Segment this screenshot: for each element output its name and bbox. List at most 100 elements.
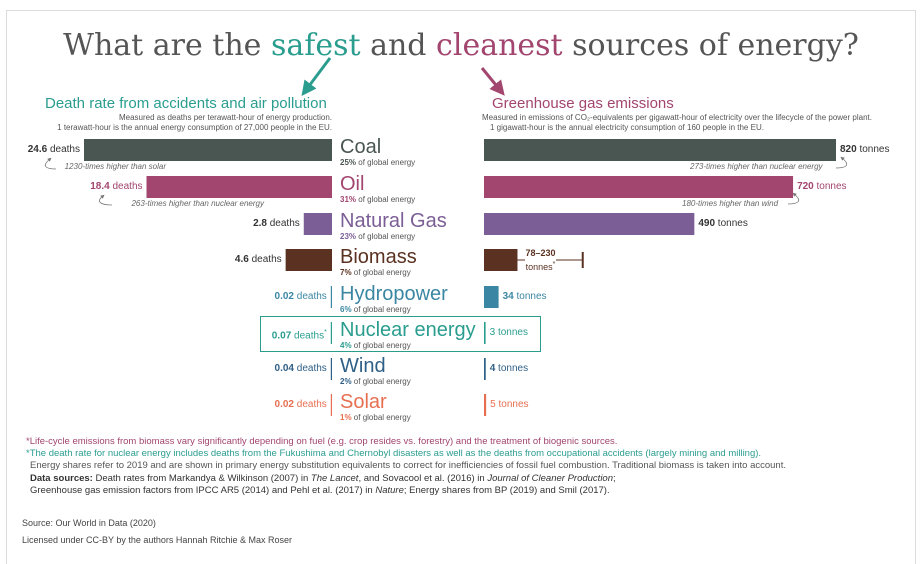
oil-ghg-value: 720 bbox=[797, 181, 814, 192]
biomass-death-value: 4.6 bbox=[234, 254, 249, 265]
page-title: What are the safest and cleanest sources… bbox=[63, 28, 859, 63]
coal-ghg-label: 820 tonnes bbox=[840, 144, 890, 156]
right-panel-subtitle-2: 1 gigawatt-hour is the annual electricit… bbox=[490, 123, 764, 132]
hydropower-name: Hydropower bbox=[340, 283, 448, 305]
coal-death-bar bbox=[84, 139, 332, 161]
oil-death-bar bbox=[146, 176, 332, 198]
coal-death-callout-line bbox=[44, 157, 57, 170]
data-sources-line-2: Greenhouse gas emission factors from IPC… bbox=[30, 485, 610, 496]
solar-death-bar bbox=[330, 394, 332, 416]
coal-ghg-value: 820 bbox=[840, 144, 857, 155]
hydropower-death-unit: deaths bbox=[296, 291, 327, 302]
coal-ghg-callout-line bbox=[835, 156, 848, 169]
natural-gas-ghg-bar bbox=[484, 213, 695, 235]
nuclear-highlight-box bbox=[260, 316, 541, 352]
oil-ghg-bar bbox=[484, 176, 794, 198]
wind-ghg-value: 4 bbox=[489, 363, 496, 374]
nuclear-energy-share-suffix: of global energy bbox=[353, 341, 411, 350]
wind-share: 2% of global energy bbox=[340, 377, 411, 386]
oil-ghg-comparison: 180-times higher than wind bbox=[682, 199, 779, 208]
solar-ghg-bar bbox=[484, 394, 487, 416]
nuclear-energy-ghg-value: 3 bbox=[489, 327, 496, 338]
coal-ghg-comparison: 273-times higher than nuclear energy bbox=[690, 162, 823, 171]
nuclear-energy-share: 4% of global energy bbox=[340, 341, 411, 350]
wind-ghg-bar bbox=[484, 358, 486, 380]
biomass-ghg-unit: tonnes bbox=[525, 262, 553, 272]
nuclear-energy-ghg-bar bbox=[484, 322, 486, 344]
coal-ghg-unit: tonnes bbox=[859, 144, 890, 155]
license-credit: Licensed under CC-BY by the authors Hann… bbox=[22, 535, 292, 545]
natural-gas-death-value: 2.8 bbox=[253, 218, 267, 229]
wind-death-unit: deaths bbox=[296, 363, 327, 374]
nuclear-energy-death-unit: deaths bbox=[294, 330, 325, 342]
oil-death-callout-line bbox=[99, 194, 113, 206]
natural-gas-share-suffix: of global energy bbox=[358, 232, 416, 241]
biomass-share: 7% of global energy bbox=[340, 268, 411, 277]
nuclear-energy-ghg-label: 3 tonnes bbox=[490, 327, 528, 339]
solar-ghg-value: 5 bbox=[490, 399, 496, 410]
solar-ghg-unit: tonnes bbox=[498, 399, 529, 410]
oil-share-value: 31% bbox=[340, 195, 357, 204]
wind-share-value: 2% bbox=[340, 377, 352, 386]
left-panel-title: Death rate from accidents and air pollut… bbox=[45, 95, 327, 112]
hydropower-share: 6% of global energy bbox=[340, 305, 411, 314]
biomass-death-label: 4.6 deaths bbox=[235, 254, 282, 266]
solar-share-suffix: of global energy bbox=[353, 413, 411, 422]
biomass-death-unit: deaths bbox=[251, 254, 282, 265]
oil-death-comparison: 263-times higher than nuclear energy bbox=[131, 199, 264, 208]
natural-gas-ghg-label: 490 tonnes bbox=[698, 218, 748, 230]
oil-share-suffix: of global energy bbox=[358, 195, 416, 204]
hydropower-death-value: 0.02 bbox=[274, 291, 294, 302]
biomass-name: Biomass bbox=[340, 246, 417, 268]
oil-ghg-label: 720 tonnes bbox=[797, 181, 847, 193]
wind-death-label: 0.04 deaths bbox=[275, 363, 327, 375]
nuclear-energy-ghg-unit: tonnes bbox=[497, 327, 528, 338]
wind-death-value: 0.04 bbox=[274, 363, 294, 374]
coal-name: Coal bbox=[340, 136, 382, 158]
solar-share-value: 1% bbox=[340, 413, 352, 422]
oil-share: 31% of global energy bbox=[340, 195, 415, 204]
oil-death-unit: deaths bbox=[112, 181, 143, 192]
nuclear-energy-death-value: 0.07 bbox=[271, 330, 292, 342]
hydropower-death-bar bbox=[330, 286, 332, 308]
natural-gas-ghg-value: 490 bbox=[698, 218, 716, 229]
wind-share-suffix: of global energy bbox=[353, 377, 411, 386]
data-sources-line-1: Data sources: Death rates from Markandya… bbox=[30, 473, 616, 484]
left-panel-subtitle: Measured as deaths per terawatt-hour of … bbox=[118, 113, 332, 122]
coal-share: 25% of global energy bbox=[340, 158, 415, 167]
oil-ghg-unit: tonnes bbox=[816, 181, 847, 192]
nuclear-energy-death-bar bbox=[330, 322, 332, 344]
solar-death-unit: deaths bbox=[296, 399, 327, 410]
hydropower-death-label: 0.02 deaths bbox=[275, 291, 327, 303]
hydropower-ghg-label: 34 tonnes bbox=[503, 291, 547, 303]
biomass-asterisk: * bbox=[552, 261, 556, 268]
wind-ghg-label: 4 tonnes bbox=[490, 363, 528, 375]
cleanest-arrow bbox=[480, 67, 505, 96]
wind-ghg-unit: tonnes bbox=[498, 363, 529, 374]
oil-name: Oil bbox=[340, 173, 365, 195]
solar-name: Solar bbox=[340, 391, 387, 413]
natural-gas-share: 23% of global energy bbox=[340, 232, 415, 241]
nuclear-asterisk: * bbox=[324, 329, 327, 336]
nuclear-energy-death-label: 0.07 deaths* bbox=[272, 327, 327, 342]
source-credit: Source: Our World in Data (2020) bbox=[22, 518, 156, 528]
biomass-share-value: 7% bbox=[340, 268, 352, 277]
right-panel-title: Greenhouse gas emissions bbox=[492, 95, 674, 112]
biomass-ghg-bar bbox=[484, 249, 518, 271]
biomass-death-bar bbox=[285, 249, 332, 271]
coal-share-value: 25% bbox=[340, 158, 357, 167]
biomass-ghg-label: 78–230 tonnes* bbox=[525, 248, 556, 273]
hydropower-share-suffix: of global energy bbox=[353, 305, 411, 314]
nuclear-energy-share-value: 4% bbox=[340, 341, 352, 350]
natural-gas-name: Natural Gas bbox=[340, 210, 447, 232]
coal-death-unit: deaths bbox=[49, 144, 80, 155]
coal-share-suffix: of global energy bbox=[358, 158, 416, 167]
natural-gas-share-value: 23% bbox=[340, 232, 357, 241]
nuclear-energy-name: Nuclear energy bbox=[340, 319, 476, 341]
shares-footnote: Energy shares refer to 2019 and are show… bbox=[30, 460, 786, 471]
frame bbox=[6, 10, 916, 564]
right-panel-subtitle: Measured in emissions of CO₂-equivalents… bbox=[482, 113, 872, 122]
biomass-share-suffix: of global energy bbox=[353, 268, 411, 277]
solar-ghg-label: 5 tonnes bbox=[490, 399, 528, 411]
